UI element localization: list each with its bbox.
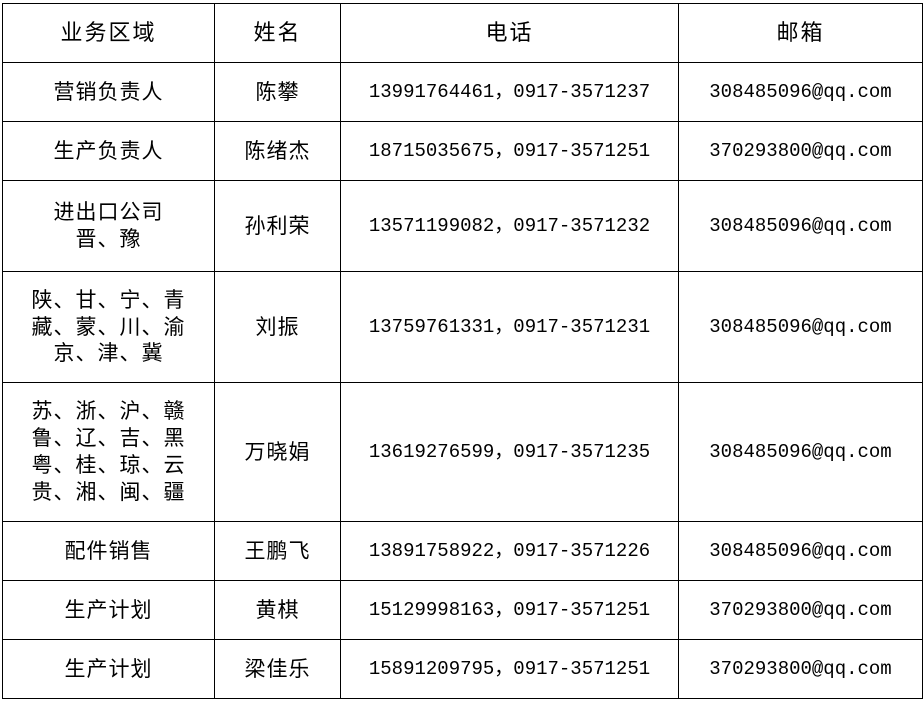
cell-phone: 13891758922，0917-3571226 bbox=[340, 521, 679, 581]
cell-area: 苏、浙、沪、赣 鲁、辽、吉、黑 粤、桂、琼、云 贵、湘、闽、疆 bbox=[2, 382, 215, 522]
cell-phone: 13571199082，0917-3571232 bbox=[340, 180, 679, 272]
cell-email: 370293800@qq.com bbox=[678, 580, 923, 640]
table-row: 生产计划 梁佳乐 15891209795，0917-3571251 370293800… bbox=[2, 639, 923, 699]
table-row: 营销负责人 陈攀 13991764461，0917-3571237 308485096… bbox=[2, 62, 923, 122]
cell-area: 陕、甘、宁、青 藏、蒙、川、渝 京、津、冀 bbox=[2, 271, 215, 383]
table-row: 生产负责人 陈绪杰 18715035675，0917-3571251 37029380… bbox=[2, 121, 923, 181]
column-header-name: 姓名 bbox=[214, 3, 341, 63]
cell-phone: 13759761331，0917-3571231 bbox=[340, 271, 679, 383]
cell-area: 生产负责人 bbox=[2, 121, 215, 181]
cell-name: 梁佳乐 bbox=[214, 639, 341, 699]
cell-name: 陈绪杰 bbox=[214, 121, 341, 181]
cell-name: 万晓娟 bbox=[214, 382, 341, 522]
header-row: 业务区域 姓名 电话 邮箱 bbox=[2, 3, 923, 63]
column-header-email: 邮箱 bbox=[678, 3, 923, 63]
cell-area: 营销负责人 bbox=[2, 62, 215, 122]
cell-email: 370293800@qq.com bbox=[678, 121, 923, 181]
table-header: 业务区域 姓名 电话 邮箱 bbox=[2, 3, 923, 63]
cell-email: 308485096@qq.com bbox=[678, 382, 923, 522]
cell-area: 生产计划 bbox=[2, 639, 215, 699]
cell-name: 孙利荣 bbox=[214, 180, 341, 272]
cell-email: 370293800@qq.com bbox=[678, 639, 923, 699]
cell-name: 王鹏飞 bbox=[214, 521, 341, 581]
column-header-area: 业务区域 bbox=[2, 3, 215, 63]
table-row: 苏、浙、沪、赣 鲁、辽、吉、黑 粤、桂、琼、云 贵、湘、闽、疆 万晓娟 136192… bbox=[2, 382, 923, 522]
cell-name: 陈攀 bbox=[214, 62, 341, 122]
cell-phone: 13619276599，0917-3571235 bbox=[340, 382, 679, 522]
cell-email: 308485096@qq.com bbox=[678, 180, 923, 272]
cell-area: 配件销售 bbox=[2, 521, 215, 581]
column-header-phone: 电话 bbox=[340, 3, 679, 63]
cell-phone: 15129998163，0917-3571251 bbox=[340, 580, 679, 640]
cell-email: 308485096@qq.com bbox=[678, 271, 923, 383]
cell-phone: 15891209795，0917-3571251 bbox=[340, 639, 679, 699]
cell-name: 刘振 bbox=[214, 271, 341, 383]
page-container: 业务区域 姓名 电话 邮箱 营销负责人 陈攀 13991764461，0917-35… bbox=[0, 3, 924, 704]
cell-phone: 13991764461，0917-3571237 bbox=[340, 62, 679, 122]
cell-phone: 18715035675，0917-3571251 bbox=[340, 121, 679, 181]
cell-name: 黄棋 bbox=[214, 580, 341, 640]
cell-area: 生产计划 bbox=[2, 580, 215, 640]
cell-email: 308485096@qq.com bbox=[678, 62, 923, 122]
table-row: 进出口公司 晋、豫 孙利荣 13571199082，0917-3571232 3084… bbox=[2, 180, 923, 272]
cell-area: 进出口公司 晋、豫 bbox=[2, 180, 215, 272]
table-row: 陕、甘、宁、青 藏、蒙、川、渝 京、津、冀 刘振 13759761331，0917-… bbox=[2, 271, 923, 383]
table-row: 配件销售 王鹏飞 13891758922，0917-3571226 308485096… bbox=[2, 521, 923, 581]
contact-table: 业务区域 姓名 电话 邮箱 营销负责人 陈攀 13991764461，0917-35… bbox=[2, 3, 923, 699]
table-body: 营销负责人 陈攀 13991764461，0917-3571237 308485096… bbox=[2, 62, 923, 699]
cell-email: 308485096@qq.com bbox=[678, 521, 923, 581]
table-row: 生产计划 黄棋 15129998163，0917-3571251 370293800@… bbox=[2, 580, 923, 640]
